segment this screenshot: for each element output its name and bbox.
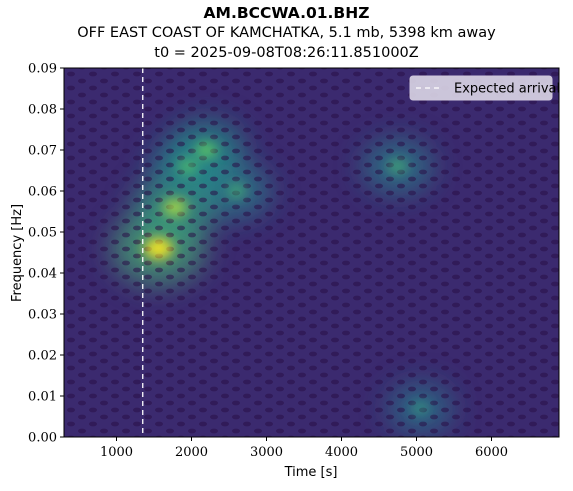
x-tick-label: 3000 — [250, 445, 283, 460]
x-tick-label: 6000 — [475, 445, 508, 460]
chart-title: AM.BCCWA.01.BHZ — [203, 4, 370, 22]
y-tick-label: 0.02 — [28, 349, 57, 364]
energy-peak-6 — [412, 402, 429, 414]
x-axis: 1000 2000 3000 4000 5000 6000 — [100, 437, 508, 460]
x-tick-label: 2000 — [175, 445, 208, 460]
energy-peak-5 — [388, 160, 407, 173]
y-tick-label: 0.06 — [28, 185, 57, 200]
energy-peak-4 — [227, 184, 246, 198]
y-tick-label: 0.09 — [28, 62, 57, 77]
spectrogram-texture — [64, 68, 559, 437]
x-axis-label: Time [s] — [284, 465, 338, 480]
chart-origin-time: t0 = 2025-09-08T08:26:11.851000Z — [154, 45, 419, 61]
legend-box — [409, 75, 553, 101]
x-tick-label: 1000 — [100, 445, 133, 460]
y-tick-label: 0.07 — [28, 144, 57, 159]
y-tick-label: 0.08 — [28, 103, 57, 118]
energy-peak-3 — [178, 159, 198, 174]
energy-peak-2 — [196, 142, 217, 158]
spectrogram-energy — [144, 142, 429, 414]
legend: Expected arrival — [409, 75, 560, 101]
x-tick-label: 5000 — [400, 445, 433, 460]
y-axis: 0.00 0.01 0.02 0.03 0.04 0.05 0.06 0.07 0.08 0.09 — [28, 62, 64, 446]
plot-frame — [63, 67, 560, 438]
energy-peak-0 — [144, 238, 173, 259]
y-axis-label: Frequency [Hz] — [10, 204, 25, 302]
energy-peak-1 — [163, 198, 187, 216]
y-tick-label: 0.00 — [28, 431, 57, 446]
y-tick-label: 0.03 — [28, 308, 57, 323]
y-tick-label: 0.04 — [28, 267, 57, 282]
y-tick-label: 0.05 — [28, 226, 57, 241]
chart-subtitle: OFF EAST COAST OF KAMCHATKA, 5.1 mb, 539… — [77, 25, 496, 41]
x-tick-label: 4000 — [325, 445, 358, 460]
y-tick-label: 0.01 — [28, 390, 57, 405]
legend-arrival-label: Expected arrival — [454, 82, 560, 97]
